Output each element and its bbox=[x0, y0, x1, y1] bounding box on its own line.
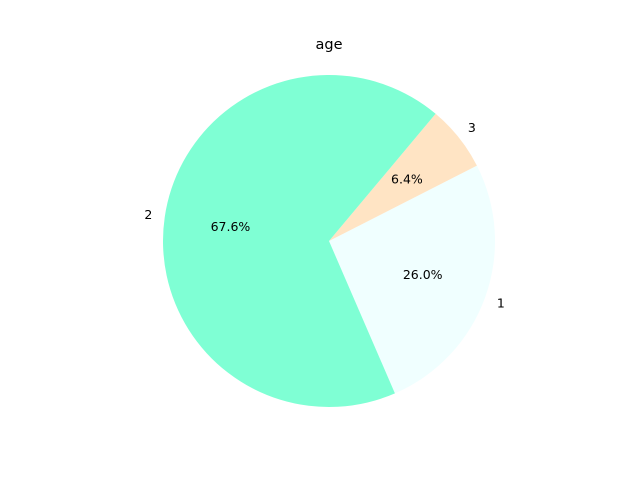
slice-label-3: 3 bbox=[468, 120, 476, 135]
pie-slice-1 bbox=[329, 165, 495, 394]
slice-label-1: 1 bbox=[497, 295, 505, 310]
slice-percent-2: 67.6% bbox=[211, 219, 251, 234]
slice-percent-1: 26.0% bbox=[403, 267, 443, 282]
pie-slice-2 bbox=[162, 74, 436, 407]
slice-label-2: 2 bbox=[144, 207, 152, 222]
pie-slices bbox=[162, 74, 495, 407]
chart-title: age bbox=[315, 37, 342, 53]
pie-labels: 1 26.0% 3 6.4% 2 67.6% bbox=[144, 120, 504, 311]
slice-percent-3: 6.4% bbox=[391, 171, 423, 186]
pie-slice-3 bbox=[329, 113, 477, 241]
